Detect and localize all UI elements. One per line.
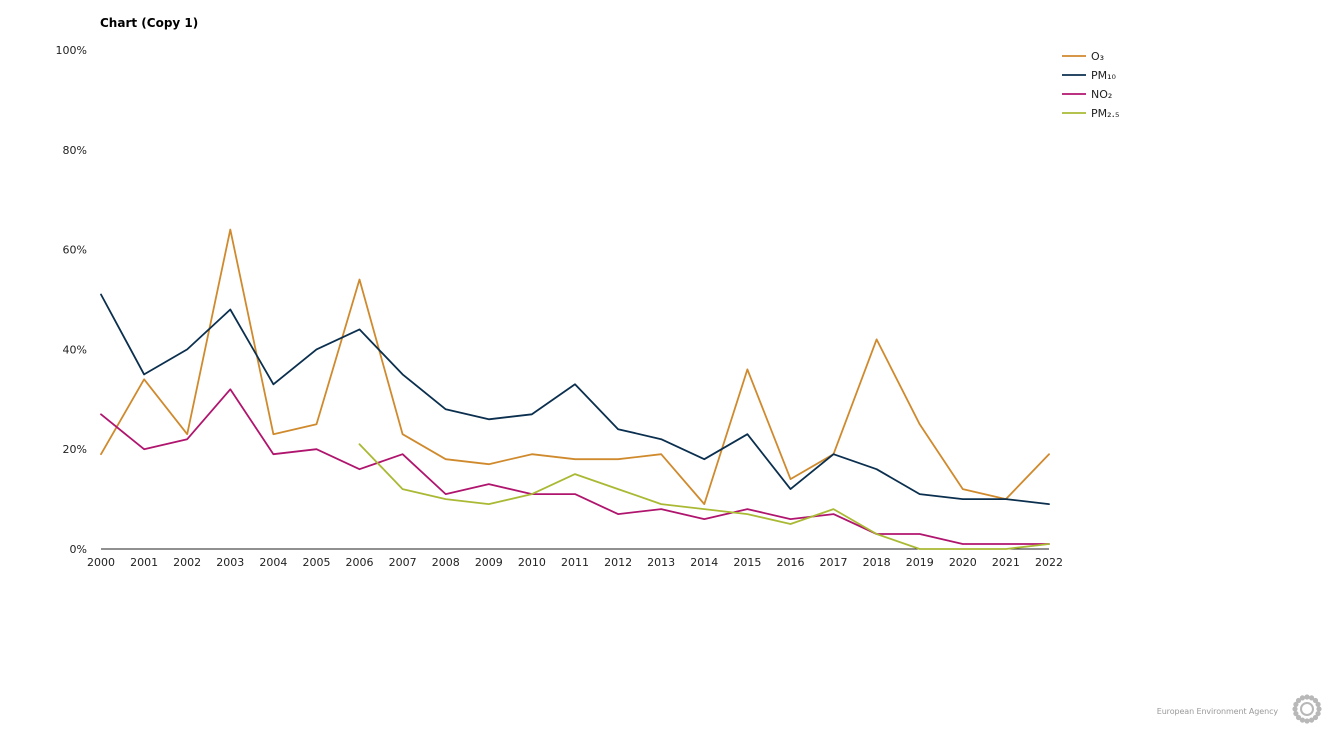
x-tick-label: 2009 [475,556,503,569]
series-line[interactable] [100,388,1050,545]
x-axis: 2000 2001 2002 2003 2004 2005 2006 2007 2008 2009… [87,548,1063,569]
x-tick-label: 2008 [432,556,460,569]
x-tick-label: 2011 [561,556,589,569]
legend-item[interactable]: NO₂ [1062,88,1112,101]
legend-item[interactable]: O₃ [1062,50,1104,63]
y-tick-label: 100% [56,44,87,57]
x-tick-label: 2002 [173,556,201,569]
x-tick-label: 2022 [1035,556,1063,569]
x-tick-label: 2004 [259,556,287,569]
y-tick-label: 40% [63,343,87,356]
chart-title: Chart (Copy 1) [100,16,199,30]
y-tick-label: 20% [63,443,87,456]
x-tick-label: 2007 [389,556,417,569]
legend-item[interactable]: PM₁₀ [1062,69,1117,82]
x-tick-label: 2013 [647,556,675,569]
y-axis: 0% 20% 40% 60% 80% 100% [56,44,87,556]
legend-label: PM₂.₅ [1091,107,1119,120]
x-tick-label: 2016 [776,556,804,569]
legend-label: PM₁₀ [1091,69,1117,82]
x-tick-label: 2003 [216,556,244,569]
x-tick-label: 2010 [518,556,546,569]
series-line[interactable] [100,293,1050,505]
x-tick-label: 2000 [87,556,115,569]
x-tick-label: 2019 [906,556,934,569]
x-tick-label: 2006 [346,556,374,569]
y-tick-label: 80% [63,144,87,157]
x-tick-label: 2005 [302,556,330,569]
legend-item[interactable]: PM₂.₅ [1062,107,1119,120]
x-tick-label: 2012 [604,556,632,569]
x-tick-label: 2018 [863,556,891,569]
eea-credit: European Environment Agency [1156,707,1278,716]
series-layer [100,228,1050,550]
x-tick-label: 2021 [992,556,1020,569]
legend[interactable]: O₃ PM₁₀ NO₂ PM₂.₅ [1062,50,1119,120]
y-tick-label: 0% [70,543,87,556]
legend-label: O₃ [1091,50,1104,63]
x-tick-label: 2020 [949,556,977,569]
x-tick-label: 2014 [690,556,718,569]
series-line[interactable] [358,443,1050,550]
eea-sun-logo-icon [1292,694,1322,724]
legend-label: NO₂ [1091,88,1112,101]
x-tick-label: 2015 [733,556,761,569]
x-tick-label: 2001 [130,556,158,569]
series-line[interactable] [100,228,1050,505]
x-tick-label: 2017 [820,556,848,569]
y-tick-label: 60% [63,244,87,257]
